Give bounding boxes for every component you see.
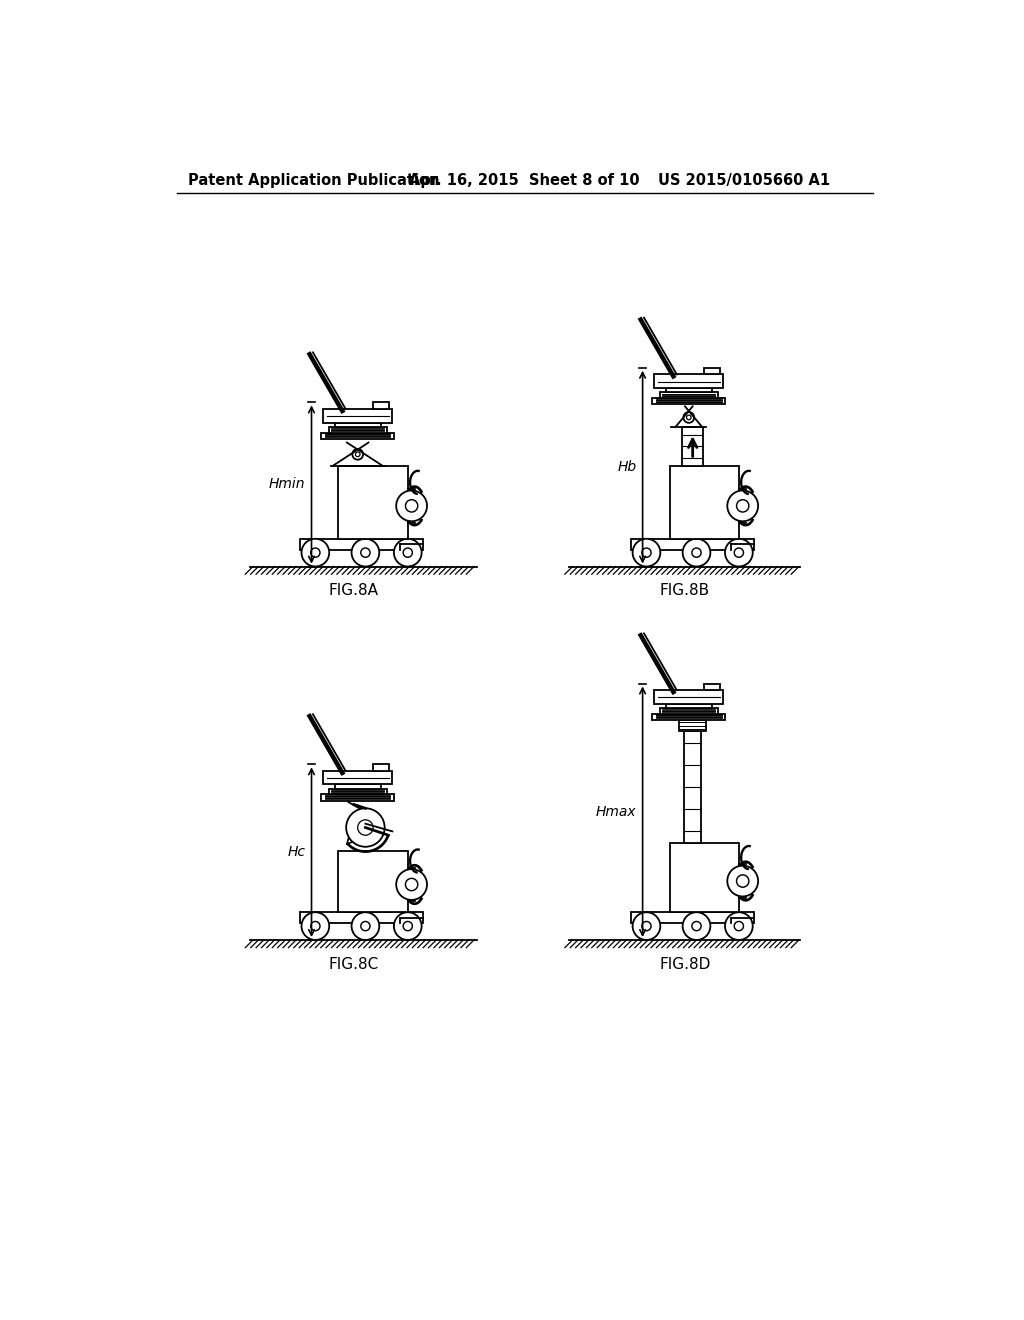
Text: Hmax: Hmax	[596, 805, 637, 818]
Text: Hmin: Hmin	[269, 478, 305, 491]
Bar	[631, 539, 755, 549]
Circle shape	[346, 808, 385, 847]
Text: FIG.8C: FIG.8C	[329, 957, 379, 972]
Circle shape	[692, 921, 701, 931]
Circle shape	[727, 491, 758, 521]
Bar	[705, 684, 720, 689]
Circle shape	[403, 548, 413, 557]
Bar	[679, 719, 707, 731]
Circle shape	[683, 412, 694, 422]
Bar	[373, 403, 388, 409]
Bar	[682, 428, 703, 466]
Text: Patent Application Publication: Patent Application Publication	[188, 173, 440, 187]
Text: FIG.8D: FIG.8D	[659, 957, 711, 972]
Circle shape	[727, 866, 758, 896]
Bar	[322, 433, 394, 438]
Bar	[670, 466, 739, 539]
Circle shape	[394, 912, 422, 940]
Bar	[652, 714, 725, 719]
Bar	[684, 731, 701, 843]
Bar	[323, 771, 392, 784]
Circle shape	[725, 539, 753, 566]
Circle shape	[360, 921, 370, 931]
Circle shape	[355, 451, 360, 457]
Text: FIG.8A: FIG.8A	[329, 583, 379, 598]
Bar	[631, 912, 755, 923]
Bar	[705, 368, 720, 374]
Circle shape	[396, 491, 427, 521]
Circle shape	[310, 921, 319, 931]
Circle shape	[396, 869, 427, 900]
Circle shape	[686, 414, 691, 420]
Circle shape	[683, 539, 711, 566]
Circle shape	[360, 548, 370, 557]
Bar	[335, 422, 381, 428]
Text: Apr. 16, 2015  Sheet 8 of 10: Apr. 16, 2015 Sheet 8 of 10	[410, 173, 640, 187]
Circle shape	[736, 500, 749, 512]
Circle shape	[642, 548, 651, 557]
Bar	[373, 764, 388, 771]
Text: Hc: Hc	[288, 845, 305, 859]
Bar	[670, 843, 739, 912]
Circle shape	[403, 921, 413, 931]
Bar	[666, 388, 712, 392]
Circle shape	[351, 539, 379, 566]
Bar	[659, 392, 718, 397]
Bar	[654, 689, 724, 704]
Circle shape	[725, 912, 753, 940]
Bar	[652, 397, 725, 404]
Circle shape	[642, 921, 651, 931]
Bar	[300, 539, 423, 549]
Circle shape	[357, 820, 373, 836]
Bar	[654, 374, 724, 388]
Bar	[659, 708, 718, 714]
Bar	[666, 704, 712, 708]
Bar	[329, 428, 387, 433]
Bar	[300, 912, 423, 923]
Circle shape	[352, 449, 364, 459]
Circle shape	[734, 921, 743, 931]
Bar	[322, 795, 394, 800]
Bar	[329, 789, 387, 795]
Circle shape	[406, 500, 418, 512]
Circle shape	[406, 878, 418, 891]
Text: US 2015/0105660 A1: US 2015/0105660 A1	[658, 173, 830, 187]
Bar	[339, 466, 408, 539]
Circle shape	[301, 912, 330, 940]
Circle shape	[734, 548, 743, 557]
Circle shape	[633, 912, 660, 940]
Text: FIG.8B: FIG.8B	[659, 583, 710, 598]
Bar	[339, 850, 408, 912]
Circle shape	[683, 912, 711, 940]
Bar	[323, 409, 392, 422]
Circle shape	[394, 539, 422, 566]
Circle shape	[692, 548, 701, 557]
Circle shape	[736, 875, 749, 887]
Circle shape	[301, 539, 330, 566]
Circle shape	[633, 539, 660, 566]
Bar	[335, 784, 381, 789]
Text: Hb: Hb	[617, 461, 637, 474]
Circle shape	[310, 548, 319, 557]
Circle shape	[351, 912, 379, 940]
